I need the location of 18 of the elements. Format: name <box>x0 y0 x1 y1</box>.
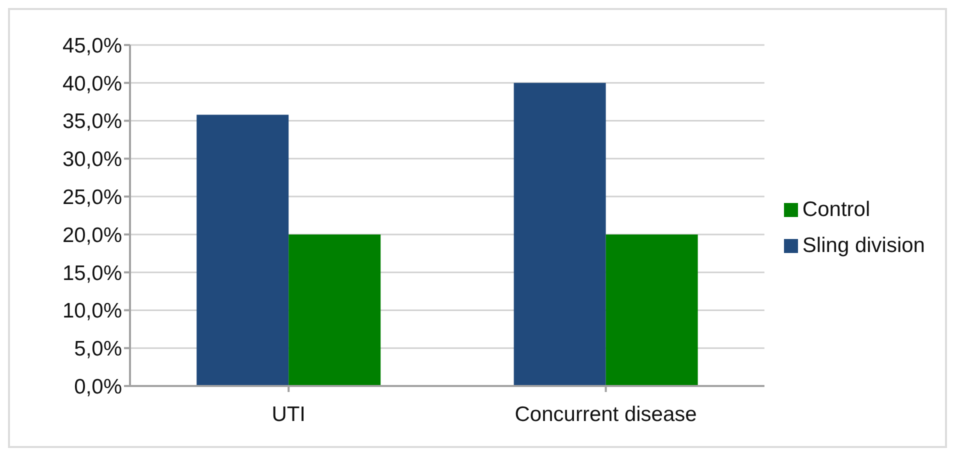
y-tick-label: 5,0% <box>74 338 122 361</box>
y-tick-label: 45,0% <box>62 34 122 58</box>
x-tick-label: Concurrent disease <box>514 402 697 426</box>
legend-label: Sling division <box>802 234 925 257</box>
y-tick-label: 25,0% <box>62 186 122 210</box>
y-tick-label: 0,0% <box>74 375 122 398</box>
bar <box>606 234 698 386</box>
y-tick-label: 10,0% <box>62 300 122 323</box>
y-tick-label: 40,0% <box>62 72 122 96</box>
bar <box>514 82 606 386</box>
y-tick-label: 35,0% <box>62 110 122 134</box>
x-tick-label: UTI <box>272 402 306 426</box>
legend-label: Control <box>802 198 870 221</box>
bar <box>288 234 381 386</box>
bar <box>196 114 289 386</box>
y-tick-label: 20,0% <box>62 224 122 247</box>
y-tick-label: 15,0% <box>62 262 122 285</box>
y-tick-label: 30,0% <box>62 148 122 172</box>
